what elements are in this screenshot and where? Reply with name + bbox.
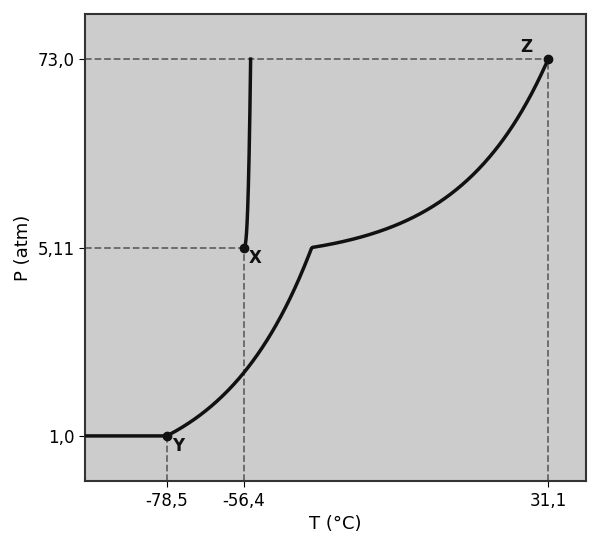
X-axis label: T (°C): T (°C)	[309, 515, 362, 533]
Text: Y: Y	[172, 437, 184, 455]
Y-axis label: P (atm): P (atm)	[14, 214, 32, 281]
Text: Z: Z	[520, 38, 532, 56]
Text: X: X	[249, 248, 262, 266]
